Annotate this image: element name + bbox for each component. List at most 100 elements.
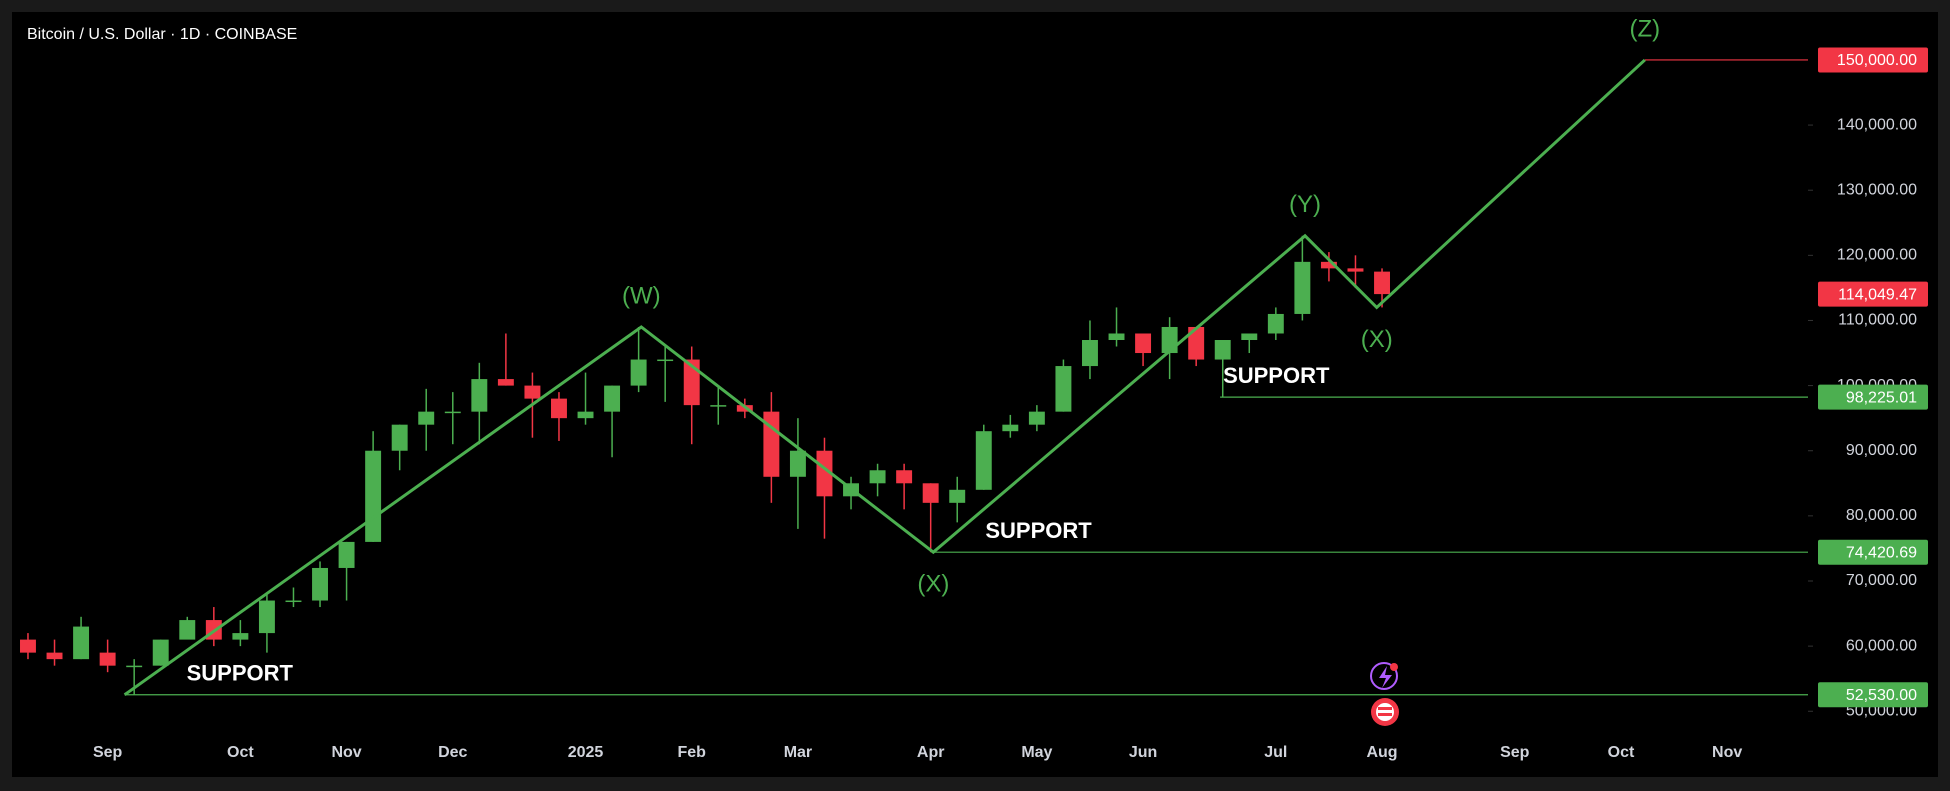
candle-body xyxy=(179,620,196,640)
price-box xyxy=(1818,47,1928,73)
candle-body xyxy=(312,567,328,601)
x-tick-label: Jul xyxy=(1264,744,1287,761)
chart-background xyxy=(12,12,1938,777)
wave-label: (X) xyxy=(1361,326,1393,353)
candle-body xyxy=(975,431,992,490)
price-box-label: 114,049.47 xyxy=(1838,286,1917,303)
candle-body xyxy=(869,470,886,484)
x-tick-label: 2025 xyxy=(568,744,604,761)
event-flag-stripe xyxy=(1378,707,1392,710)
candle-body xyxy=(126,665,143,668)
candle-body xyxy=(630,359,647,386)
ideas-icon[interactable] xyxy=(1370,662,1398,690)
candle-body xyxy=(1108,333,1125,341)
wave-label: (Z) xyxy=(1630,15,1661,42)
candle-body xyxy=(497,379,514,386)
y-tick-label: 70,000.00 xyxy=(1846,572,1917,589)
candle-body xyxy=(949,489,966,503)
x-tick-label: Mar xyxy=(784,744,812,761)
candle-body xyxy=(710,405,727,407)
y-tick-label: 130,000.00 xyxy=(1837,181,1917,198)
candle-body xyxy=(1267,313,1284,334)
price-box xyxy=(1818,539,1928,565)
candle-body xyxy=(1055,366,1072,412)
candle-body xyxy=(1294,261,1311,314)
wave-label: (Y) xyxy=(1289,191,1321,218)
y-tick-label: 90,000.00 xyxy=(1846,442,1917,459)
candle-body xyxy=(338,541,355,568)
support-label: SUPPORT xyxy=(187,661,294,686)
candle-body xyxy=(1320,261,1337,269)
candle-body xyxy=(763,411,780,477)
x-tick-label: Oct xyxy=(227,744,254,761)
x-tick-label: May xyxy=(1021,744,1052,761)
candle-body xyxy=(1135,333,1152,354)
x-tick-label: Oct xyxy=(1608,744,1635,761)
ideas-dot xyxy=(1390,663,1398,671)
candle-body xyxy=(524,385,541,399)
price-box-label: 98,225.01 xyxy=(1846,389,1917,406)
y-tick-label: 140,000.00 xyxy=(1837,116,1917,133)
candle-body xyxy=(20,639,36,653)
candle-body xyxy=(152,639,169,666)
candle-body xyxy=(1082,340,1098,367)
candle-body xyxy=(896,470,913,484)
candle-body xyxy=(418,411,435,425)
candle-body xyxy=(1214,340,1231,360)
candle-body xyxy=(471,379,488,412)
wave-line xyxy=(123,58,1646,696)
chart-title: Bitcoin / U.S. Dollar · 1D · COINBASE xyxy=(27,26,297,43)
wave-label: (W) xyxy=(622,282,661,309)
candle-body xyxy=(683,359,700,406)
event-flag-stripe xyxy=(1378,713,1392,716)
y-tick-label: 110,000.00 xyxy=(1838,312,1917,329)
event-flag xyxy=(1376,703,1394,721)
candle-body xyxy=(232,633,249,640)
candle-body xyxy=(1347,268,1364,272)
candle-body xyxy=(816,450,833,497)
price-box-label: 52,530.00 xyxy=(1846,687,1917,704)
price-box xyxy=(1818,384,1928,410)
candle-body xyxy=(444,411,461,414)
candle-body xyxy=(1188,326,1205,360)
candle-body xyxy=(285,600,302,603)
x-tick-label: Nov xyxy=(1712,744,1742,761)
candle-body xyxy=(365,450,382,542)
candle-body xyxy=(1374,271,1390,295)
candle-body xyxy=(922,483,939,503)
candle-body xyxy=(604,385,621,412)
price-box-label: 74,420.69 xyxy=(1846,544,1917,561)
x-tick-label: Jun xyxy=(1129,744,1157,761)
plot: 50,000.0060,000.0070,000.0080,000.0090,0… xyxy=(20,15,1928,761)
candle-body xyxy=(99,652,116,666)
wave-label: (X) xyxy=(917,571,949,598)
event-icons xyxy=(1370,662,1399,726)
candle-body xyxy=(46,652,63,660)
price-box xyxy=(1818,682,1928,708)
candle-body xyxy=(577,411,594,419)
candle-body xyxy=(1028,411,1045,425)
candle-body xyxy=(789,450,806,477)
candle-body xyxy=(657,359,674,362)
candle-body xyxy=(551,398,567,419)
ideas-bolt xyxy=(1379,666,1392,688)
price-box xyxy=(1818,281,1928,307)
y-tick-label: 120,000.00 xyxy=(1837,247,1917,264)
candle-body xyxy=(391,424,408,451)
x-tick-label: Sep xyxy=(1500,744,1530,761)
support-label: SUPPORT xyxy=(1223,363,1330,388)
candle-body xyxy=(1002,424,1019,432)
x-tick-label: Nov xyxy=(331,744,361,761)
x-tick-label: Dec xyxy=(438,744,467,761)
candle-body xyxy=(1241,333,1258,341)
x-tick-label: Sep xyxy=(93,744,123,761)
support-label: SUPPORT xyxy=(985,518,1092,543)
y-tick-label: 80,000.00 xyxy=(1846,507,1917,524)
x-tick-label: Apr xyxy=(917,744,945,761)
x-tick-label: Aug xyxy=(1366,744,1397,761)
price-box-label: 150,000.00 xyxy=(1837,52,1917,69)
candle-body xyxy=(73,626,90,660)
x-tick-label: Feb xyxy=(677,744,706,761)
